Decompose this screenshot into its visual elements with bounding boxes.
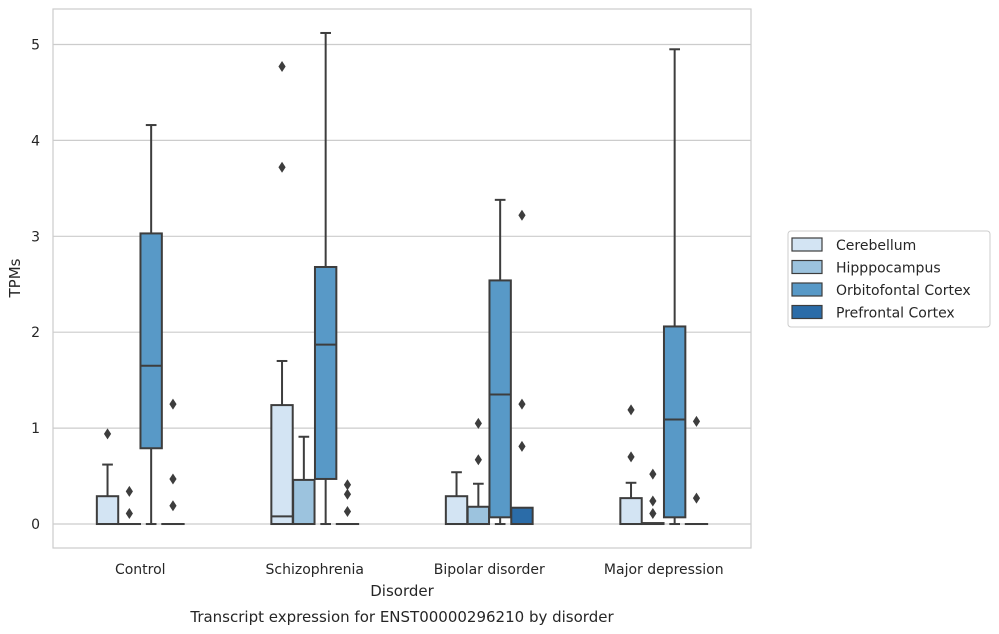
- outlier-point: [169, 500, 177, 512]
- outlier-point: [343, 479, 352, 491]
- y-tick-labels: 0 1 2 3 4 5: [31, 37, 40, 533]
- y-tick-label: 3: [31, 229, 40, 245]
- outlier-point: [125, 485, 133, 497]
- legend-swatch: [791, 304, 823, 320]
- x-tick-label: Schizophrenia: [266, 562, 364, 578]
- legend-swatch: [791, 282, 823, 297]
- x-tick-labels: Control Schizophrenia Bipolar disorder Majo…: [115, 562, 724, 578]
- outlier-point: [649, 507, 657, 519]
- box-orbitofontal-cortex: [662, 48, 687, 526]
- outlier-point: [692, 415, 701, 427]
- legend: Cerebellum Hipppocampus Orbitofontal Corte…: [787, 230, 991, 328]
- y-tick-label: 2: [31, 325, 40, 341]
- box-cerebellum: [95, 428, 120, 526]
- box-iqr: [292, 478, 316, 526]
- x-tick-label: Major depression: [604, 562, 724, 578]
- box-orbitofontal-cortex: [313, 31, 338, 526]
- box-prefrontal-cortex: [335, 479, 360, 526]
- x-tick-label: Bipolar disorder: [434, 562, 545, 578]
- outlier-point: [278, 61, 286, 73]
- box-iqr: [619, 497, 643, 526]
- chart-caption: Transcript expression for ENST0000029621…: [189, 608, 614, 626]
- legend-swatch: [791, 237, 823, 252]
- box-orbitofontal-cortex: [139, 124, 163, 526]
- box-cerebellum: [270, 61, 294, 526]
- box-prefrontal-cortex: [684, 415, 709, 526]
- outlier-point: [278, 161, 286, 173]
- plot-area: [52, 8, 752, 549]
- box-prefrontal-cortex: [161, 398, 185, 526]
- y-tick-label: 1: [31, 421, 40, 437]
- outlier-point: [518, 398, 526, 410]
- outlier-point: [169, 398, 177, 410]
- legend-label: Cerebellum: [836, 238, 916, 254]
- outlier-point: [125, 507, 133, 519]
- outlier-point: [103, 428, 112, 440]
- box-iqr: [95, 495, 120, 526]
- outlier-point: [474, 454, 482, 466]
- legend-swatch: [791, 259, 823, 275]
- box-hipppocampus: [641, 468, 665, 526]
- legend-frame: [787, 230, 991, 328]
- box-hipppocampus: [292, 435, 316, 526]
- box-iqr: [139, 232, 163, 450]
- box-cerebellum: [619, 404, 643, 526]
- outlier-point: [649, 468, 657, 480]
- outlier-point: [518, 209, 526, 221]
- outlier-point: [169, 473, 177, 485]
- box-orbitofontal-cortex: [488, 198, 512, 526]
- outlier-point: [627, 404, 635, 416]
- box-iqr: [662, 325, 687, 519]
- box-iqr: [510, 506, 534, 526]
- box-iqr: [466, 505, 491, 526]
- outlier-point: [627, 451, 635, 463]
- box-hipppocampus: [117, 485, 142, 526]
- legend-label: Hipppocampus: [836, 261, 941, 277]
- outlier-point: [474, 417, 482, 429]
- x-axis-title: Disorder: [370, 582, 434, 600]
- box-iqr: [270, 404, 294, 526]
- box-iqr: [313, 265, 338, 480]
- box-group: [95, 31, 709, 526]
- legend-label: Prefrontal Cortex: [836, 306, 955, 322]
- y-axis-title: TPMs: [6, 258, 24, 298]
- box-iqr: [444, 495, 469, 526]
- y-tick-label: 4: [31, 133, 40, 149]
- box-iqr: [488, 279, 512, 519]
- box-hipppocampus: [466, 417, 491, 526]
- outlier-point: [518, 440, 526, 452]
- x-tick-label: Control: [115, 562, 166, 578]
- y-tick-label: 5: [31, 37, 40, 53]
- box-prefrontal-cortex: [510, 209, 534, 526]
- outlier-point: [649, 495, 657, 507]
- y-tick-label: 0: [31, 517, 40, 533]
- outlier-point: [343, 506, 352, 518]
- legend-label: Orbitofontal Cortex: [836, 283, 971, 299]
- outlier-point: [343, 488, 352, 500]
- outlier-point: [692, 492, 701, 504]
